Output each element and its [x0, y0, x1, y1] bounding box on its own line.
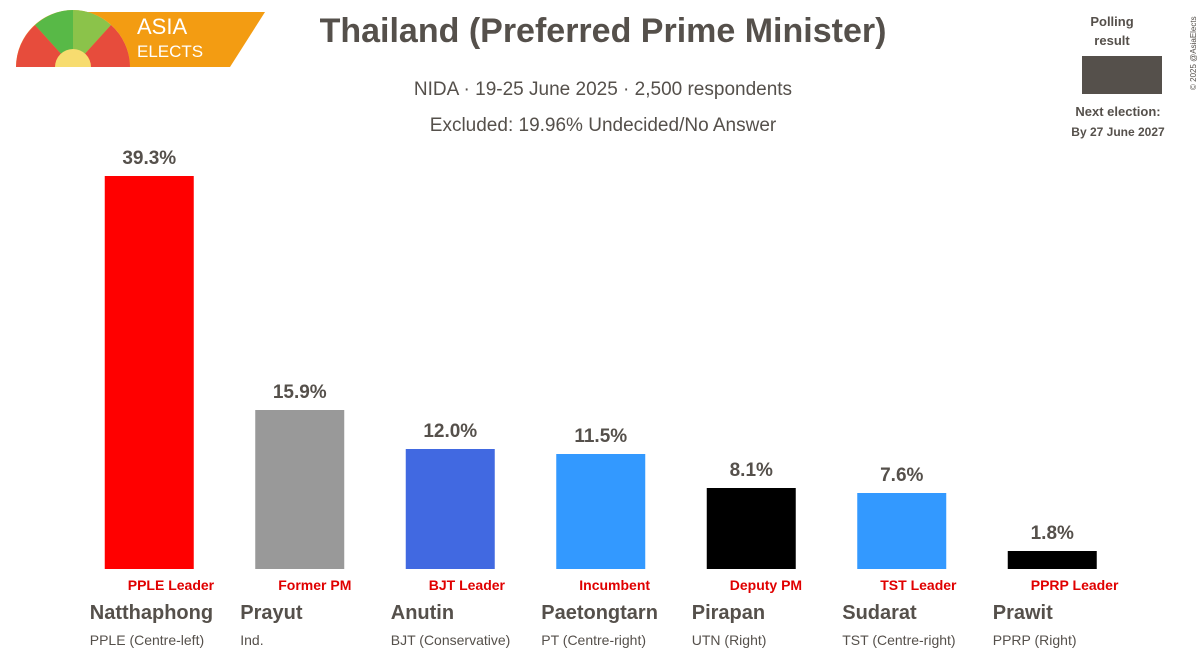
legend-label: Polling result — [1090, 14, 1134, 48]
party-label: TST (Centre-right) — [842, 632, 955, 648]
party-label: PPRP (Right) — [993, 632, 1077, 648]
legend-swatch — [1082, 56, 1162, 94]
value-label: 8.1% — [730, 460, 773, 481]
role-label: Incumbent — [579, 577, 650, 593]
role-label: BJT Leader — [429, 577, 506, 593]
value-label: 12.0% — [423, 421, 477, 442]
chart-subtitle: NIDA · 19-25 June 2025 · 2,500 responden… — [414, 79, 792, 100]
x-tick-label: Anutin — [391, 602, 454, 624]
bar — [255, 410, 345, 569]
role-label: Former PM — [278, 577, 351, 593]
copyright: © 2025 @AsiaElects — [1189, 16, 1198, 90]
value-label: 11.5% — [574, 426, 627, 447]
bar — [104, 176, 194, 569]
bar — [556, 454, 646, 569]
logo-text: ELECTS — [137, 42, 203, 61]
value-label: 39.3% — [122, 148, 176, 169]
role-label: PPRP Leader — [1031, 577, 1119, 593]
party-label: PT (Centre-right) — [541, 632, 646, 648]
x-tick-label: Prawit — [993, 602, 1053, 624]
logo-core — [55, 49, 91, 67]
party-label: PPLE (Centre-left) — [90, 632, 204, 648]
x-tick-label: Prayut — [240, 602, 303, 624]
party-label: UTN (Right) — [692, 632, 767, 648]
logo-text: ASIA — [137, 14, 187, 39]
role-label: TST Leader — [880, 577, 957, 593]
bar — [706, 488, 796, 569]
bar — [405, 449, 495, 569]
logo: ASIA ELECTS — [16, 10, 265, 67]
next-election-label: Next election: — [1075, 104, 1160, 119]
x-tick-label: Pirapan — [692, 602, 765, 624]
value-label: 7.6% — [880, 465, 923, 486]
chart-note: Excluded: 19.96% Undecided/No Answer — [430, 115, 777, 136]
role-label: PPLE Leader — [128, 577, 215, 593]
x-tick-label: Sudarat — [842, 602, 917, 624]
x-tick-label: Paetongtarn — [541, 602, 658, 624]
chart-title: Thailand (Preferred Prime Minister) — [320, 12, 887, 50]
role-label: Deputy PM — [730, 577, 802, 593]
bar — [1007, 551, 1097, 569]
value-label: 1.8% — [1031, 523, 1074, 544]
next-election-date: By 27 June 2027 — [1071, 125, 1165, 139]
party-label: BJT (Conservative) — [391, 632, 511, 648]
x-tick-label: Natthaphong — [90, 602, 213, 624]
bar — [857, 493, 947, 569]
value-label: 15.9% — [273, 382, 327, 403]
party-label: Ind. — [240, 632, 263, 648]
